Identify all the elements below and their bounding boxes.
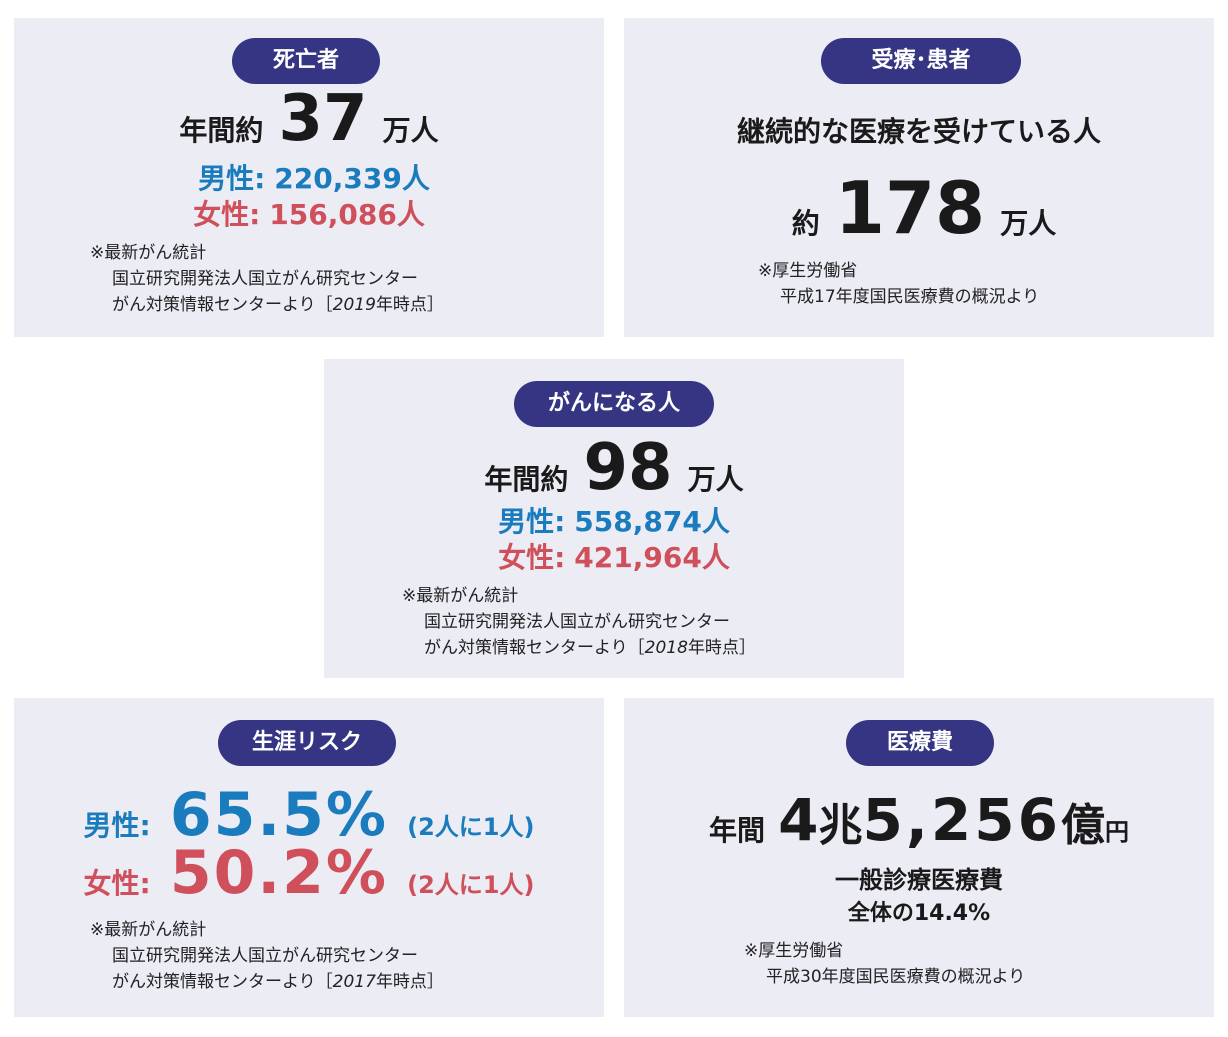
- deaths-female: 女性: 156,086人: [193, 198, 425, 231]
- incidence-male: 男性: 558,874人: [498, 505, 730, 538]
- patients-card: 受療･患者 継続的な医療を受けている人 約 178 万人 ※厚生労働省 平成17…: [624, 18, 1214, 337]
- patients-number: 178: [834, 166, 986, 250]
- deaths-headline: 年間約 37 万人: [179, 82, 439, 156]
- incidence-source-note: ※最新がん統計 国立研究開発法人国立がん研究センター がん対策情報センターより［…: [402, 586, 756, 658]
- lifetime-risk-card: 生涯リスク 男性: 65.5% (2人に1人) 女性: 50.2% (2人に1人…: [14, 698, 604, 1017]
- lifetime-source-note: ※最新がん統計 国立研究開発法人国立がん研究センター がん対策情報センターより［…: [90, 920, 444, 992]
- medical-cost-sub2: 全体の14.4%: [847, 901, 991, 926]
- incidence-badge: がんになる人: [514, 381, 714, 427]
- lifetime-female-value: 50.2%: [169, 838, 388, 908]
- incidence-card: がんになる人 年間約 98 万人 男性: 558,874人 女性: 421,96…: [324, 359, 904, 678]
- deaths-number: 37: [278, 82, 368, 156]
- lifetime-female: 女性: 50.2% (2人に1人): [83, 838, 535, 908]
- medical-cost-sub1: 一般診療医療費: [835, 866, 1003, 894]
- lifetime-risk-badge: 生涯リスク: [218, 720, 396, 766]
- medical-cost-source-note: ※厚生労働省 平成30年度国民医療費の概況より: [744, 941, 1026, 987]
- incidence-number: 98: [583, 431, 673, 505]
- deaths-source-note: ※最新がん統計 国立研究開発法人国立がん研究センター がん対策情報センターより［…: [90, 243, 444, 315]
- incidence-headline: 年間約 98 万人: [484, 431, 744, 505]
- lifetime-male: 男性: 65.5% (2人に1人): [83, 780, 535, 850]
- patients-headline: 継続的な医療を受けている人: [736, 115, 1101, 148]
- incidence-female: 女性: 421,964人: [498, 541, 730, 574]
- medical-cost-badge: 医療費: [846, 720, 994, 766]
- patients-source-note: ※厚生労働省 平成17年度国民医療費の概況より: [758, 261, 1040, 307]
- patients-badge: 受療･患者: [821, 38, 1021, 84]
- medical-cost-figure: 年間 4兆5,256億円: [709, 786, 1129, 854]
- deaths-card: 死亡者 年間約 37 万人 男性: 220,339人 女性: 156,086人 …: [14, 18, 604, 337]
- deaths-badge: 死亡者: [232, 38, 380, 84]
- deaths-male: 男性: 220,339人: [198, 162, 430, 195]
- medical-cost-card: 医療費 年間 4兆5,256億円 一般診療医療費 全体の14.4% ※厚生労働省…: [624, 698, 1214, 1017]
- lifetime-male-value: 65.5%: [169, 780, 388, 850]
- patients-figure: 約 178 万人: [791, 166, 1057, 250]
